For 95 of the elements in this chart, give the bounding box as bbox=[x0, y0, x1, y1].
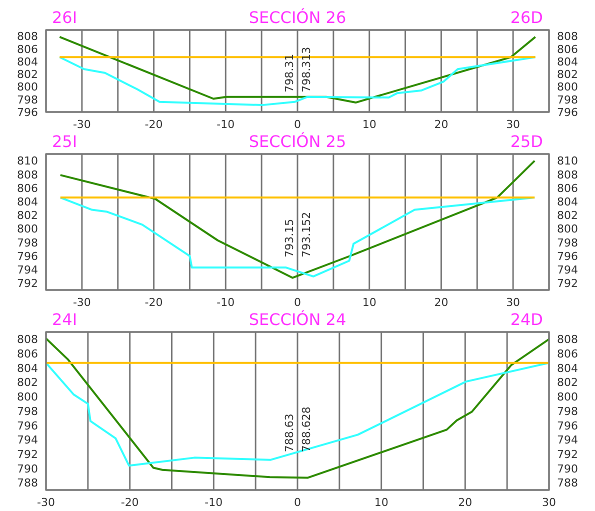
y2-tick-label: 796 bbox=[557, 419, 578, 432]
y2-tick-label: 794 bbox=[557, 264, 578, 277]
y2-tick-label: 804 bbox=[557, 55, 578, 68]
text: 25D bbox=[510, 132, 543, 152]
x-tick-label: 20 bbox=[458, 496, 472, 509]
x-tick-label: 30 bbox=[506, 296, 520, 309]
text: 24D bbox=[510, 310, 543, 330]
y-tick-label: 808 bbox=[17, 30, 38, 44]
x-tick-label: -30 bbox=[72, 296, 91, 309]
annotation: 793.152 bbox=[300, 212, 313, 258]
x-tick-label: -30 bbox=[72, 118, 91, 131]
x-tick-label: 0 bbox=[294, 118, 301, 131]
y-tick-label: 798 bbox=[17, 236, 38, 250]
y2-tick-label: 802 bbox=[557, 376, 578, 390]
y2-tick-label: 800 bbox=[557, 390, 578, 404]
x-tick-label: -20 bbox=[144, 296, 163, 309]
x-tick-label: 20 bbox=[434, 296, 448, 309]
x-tick-label: -20 bbox=[144, 118, 163, 131]
y-tick-label: 810 bbox=[17, 154, 38, 168]
y2-tick-label: 804 bbox=[557, 362, 578, 375]
y2-tick-label: 808 bbox=[557, 333, 578, 346]
y-tick-label: 792 bbox=[17, 448, 38, 461]
text: 26D bbox=[510, 8, 543, 28]
y-tick-label: 798 bbox=[17, 93, 38, 106]
y-tick-label: 808 bbox=[17, 168, 38, 182]
y2-tick-label: 806 bbox=[557, 347, 578, 360]
line-series bbox=[58, 36, 536, 104]
y2-tick-label: 792 bbox=[557, 448, 578, 461]
x-tick-label: 10 bbox=[374, 496, 388, 509]
y-tick-label: 802 bbox=[17, 209, 38, 222]
y2-tick-label: 800 bbox=[557, 80, 578, 94]
line-series bbox=[46, 362, 549, 467]
y2-tick-label: 800 bbox=[557, 222, 578, 236]
y-tick-label: 808 bbox=[17, 333, 38, 346]
y2-tick-label: 802 bbox=[557, 209, 578, 222]
y-tick-label: 806 bbox=[17, 182, 38, 195]
y-tick-label: 794 bbox=[17, 264, 38, 277]
y2-tick-label: 792 bbox=[557, 277, 578, 290]
y2-tick-label: 806 bbox=[557, 182, 578, 195]
y-tick-label: 804 bbox=[17, 196, 38, 209]
y2-tick-label: 796 bbox=[557, 106, 578, 119]
annotation: 793.15 bbox=[283, 218, 296, 258]
text: 25I bbox=[52, 132, 78, 152]
y2-tick-label: 796 bbox=[557, 250, 578, 263]
y-tick-label: 792 bbox=[17, 277, 38, 290]
y2-tick-label: 788 bbox=[557, 476, 578, 490]
y-tick-label: 800 bbox=[17, 390, 38, 404]
y2-tick-label: 798 bbox=[557, 404, 578, 418]
x-tick-label: 10 bbox=[362, 296, 376, 309]
x-tick-label: -10 bbox=[216, 296, 235, 309]
line-series bbox=[59, 160, 536, 279]
y-tick-label: 788 bbox=[17, 476, 38, 490]
text: 24I bbox=[52, 310, 78, 330]
y-tick-label: 798 bbox=[17, 404, 38, 418]
x-tick-label: -10 bbox=[216, 118, 235, 131]
x-tick-label: 30 bbox=[506, 118, 520, 131]
y-tick-label: 796 bbox=[17, 106, 38, 119]
y-tick-label: 800 bbox=[17, 80, 38, 94]
y-tick-label: 802 bbox=[17, 376, 38, 390]
x-tick-label: 10 bbox=[362, 118, 376, 131]
y2-tick-label: 794 bbox=[557, 434, 578, 447]
x-tick-label: 0 bbox=[294, 296, 301, 309]
y2-tick-label: 798 bbox=[557, 236, 578, 250]
annotation: 798.313 bbox=[300, 46, 313, 92]
text: 26I bbox=[52, 8, 78, 28]
y-tick-label: 800 bbox=[17, 222, 38, 236]
chart-title: SECCIÓN 24 bbox=[248, 310, 346, 329]
y2-tick-label: 806 bbox=[557, 42, 578, 56]
x-tick-label: 30 bbox=[542, 496, 556, 509]
y-tick-label: 794 bbox=[17, 434, 38, 447]
annotation: 788.628 bbox=[300, 406, 313, 452]
x-tick-label: -10 bbox=[204, 496, 223, 509]
y2-tick-label: 790 bbox=[557, 462, 578, 476]
y2-tick-label: 810 bbox=[557, 154, 578, 168]
y2-tick-label: 798 bbox=[557, 93, 578, 106]
y-tick-label: 806 bbox=[17, 42, 38, 56]
chart-title: SECCIÓN 26 bbox=[248, 8, 346, 27]
annotation: 798.31 bbox=[283, 54, 296, 92]
y-tick-label: 796 bbox=[17, 250, 38, 263]
y-tick-label: 796 bbox=[17, 419, 38, 432]
y2-tick-label: 804 bbox=[557, 196, 578, 209]
y-tick-label: 802 bbox=[17, 68, 38, 82]
chart-title: SECCIÓN 25 bbox=[248, 132, 346, 151]
annotation: 788.63 bbox=[283, 414, 296, 452]
x-tick-label: -20 bbox=[120, 496, 139, 509]
y2-tick-label: 802 bbox=[557, 68, 578, 82]
y-tick-label: 790 bbox=[17, 462, 38, 476]
x-tick-label: 20 bbox=[434, 118, 448, 131]
y2-tick-label: 808 bbox=[557, 30, 578, 44]
y-tick-label: 806 bbox=[17, 347, 38, 360]
y2-tick-label: 808 bbox=[557, 168, 578, 182]
y-tick-label: 804 bbox=[17, 362, 38, 375]
x-tick-label: 0 bbox=[294, 496, 301, 509]
y-tick-label: 804 bbox=[17, 55, 38, 68]
x-tick-label: -30 bbox=[37, 496, 55, 509]
